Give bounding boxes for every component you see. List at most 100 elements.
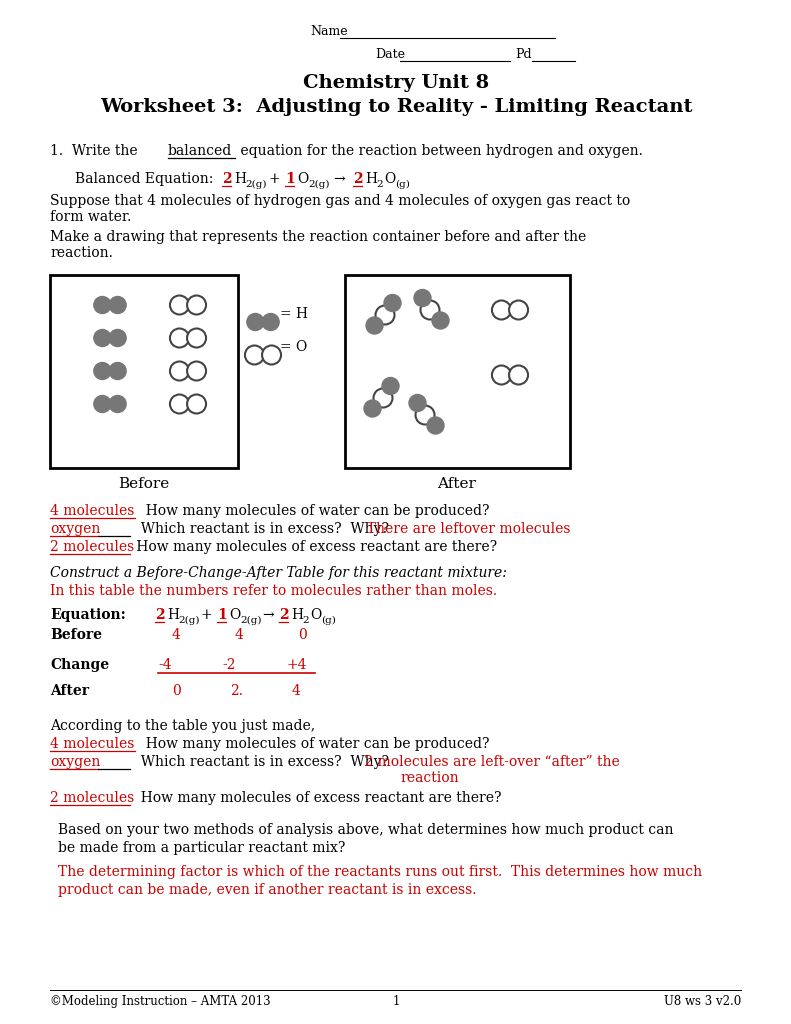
- Text: be made from a particular reactant mix?: be made from a particular reactant mix?: [58, 841, 346, 855]
- Text: How many molecules of water can be produced?: How many molecules of water can be produ…: [137, 504, 490, 518]
- Text: O: O: [229, 608, 240, 622]
- Text: 2: 2: [155, 608, 165, 622]
- Circle shape: [109, 395, 126, 413]
- Text: In this table the numbers refer to molecules rather than moles.: In this table the numbers refer to molec…: [50, 584, 497, 598]
- Circle shape: [432, 312, 449, 329]
- Text: Balanced Equation:: Balanced Equation:: [75, 172, 214, 186]
- Text: equation for the reaction between hydrogen and oxygen.: equation for the reaction between hydrog…: [236, 144, 643, 158]
- Text: How many molecules of excess reactant are there?: How many molecules of excess reactant ar…: [132, 540, 497, 554]
- Text: form water.: form water.: [50, 210, 131, 224]
- Circle shape: [94, 297, 111, 313]
- Circle shape: [187, 296, 206, 314]
- Text: Change: Change: [50, 658, 109, 672]
- Circle shape: [109, 362, 126, 380]
- Text: 2(g): 2(g): [245, 180, 267, 189]
- Text: According to the table you just made,: According to the table you just made,: [50, 719, 315, 733]
- Text: 0: 0: [298, 628, 307, 642]
- Text: There are leftover molecules: There are leftover molecules: [358, 522, 570, 536]
- Circle shape: [245, 345, 264, 365]
- Bar: [50, 275, 238, 468]
- Text: ©Modeling Instruction – AMTA 2013: ©Modeling Instruction – AMTA 2013: [50, 995, 271, 1008]
- Text: H: H: [234, 172, 246, 186]
- Text: 4: 4: [172, 628, 181, 642]
- Text: The determining factor is which of the reactants runs out first.  This determine: The determining factor is which of the r…: [58, 865, 702, 879]
- Text: 2(g): 2(g): [240, 615, 262, 625]
- Circle shape: [262, 345, 281, 365]
- Circle shape: [384, 295, 401, 311]
- Text: balanced: balanced: [168, 144, 233, 158]
- Circle shape: [94, 395, 111, 413]
- Circle shape: [366, 317, 383, 334]
- Circle shape: [509, 366, 528, 384]
- Circle shape: [376, 305, 395, 325]
- Text: 2: 2: [222, 172, 232, 186]
- Text: 1: 1: [392, 995, 399, 1008]
- Text: 2 molecules: 2 molecules: [50, 791, 134, 805]
- Text: 1: 1: [285, 172, 295, 186]
- Circle shape: [187, 394, 206, 414]
- Circle shape: [382, 378, 399, 394]
- Text: 1: 1: [217, 608, 227, 622]
- Circle shape: [414, 290, 431, 306]
- Text: 0: 0: [172, 684, 181, 698]
- Text: Name: Name: [310, 25, 347, 38]
- Text: Chemistry Unit 8: Chemistry Unit 8: [303, 74, 489, 92]
- Text: 4 molecules: 4 molecules: [50, 504, 134, 518]
- Text: 2.: 2.: [230, 684, 243, 698]
- Text: Worksheet 3:  Adjusting to Reality - Limiting Reactant: Worksheet 3: Adjusting to Reality - Limi…: [100, 98, 692, 116]
- Text: 4 molecules: 4 molecules: [50, 737, 134, 751]
- Circle shape: [109, 330, 126, 346]
- Text: 2 molecules are left-over “after” the: 2 molecules are left-over “after” the: [360, 755, 620, 769]
- Text: 2: 2: [353, 172, 362, 186]
- Text: +: +: [268, 172, 280, 186]
- Text: oxygen: oxygen: [50, 522, 100, 536]
- Circle shape: [262, 313, 279, 331]
- Circle shape: [94, 362, 111, 380]
- Circle shape: [109, 297, 126, 313]
- Text: 2 molecules: 2 molecules: [50, 540, 134, 554]
- Circle shape: [170, 296, 189, 314]
- Text: reaction: reaction: [401, 771, 460, 785]
- Circle shape: [492, 366, 511, 384]
- Text: (g): (g): [395, 180, 410, 189]
- Circle shape: [94, 330, 111, 346]
- Text: Make a drawing that represents the reaction container before and after the: Make a drawing that represents the react…: [50, 230, 586, 244]
- Text: H: H: [167, 608, 179, 622]
- Text: = H: = H: [280, 307, 308, 321]
- Text: →: →: [333, 172, 345, 186]
- Text: 2: 2: [302, 616, 308, 625]
- Text: 2(g): 2(g): [178, 615, 199, 625]
- Circle shape: [364, 400, 381, 417]
- Text: Before: Before: [119, 477, 169, 490]
- Circle shape: [409, 394, 426, 412]
- Text: →: →: [262, 608, 274, 622]
- Text: Date: Date: [375, 48, 405, 61]
- Text: 1.  Write the: 1. Write the: [50, 144, 142, 158]
- Text: After: After: [50, 684, 89, 698]
- Text: 2(g): 2(g): [308, 180, 330, 189]
- Text: After: After: [437, 477, 476, 490]
- Text: Construct a Before-Change-After Table for this reactant mixture:: Construct a Before-Change-After Table fo…: [50, 566, 507, 580]
- Text: 4: 4: [292, 684, 301, 698]
- Circle shape: [415, 406, 434, 425]
- Circle shape: [170, 394, 189, 414]
- Circle shape: [187, 361, 206, 381]
- Circle shape: [421, 300, 440, 319]
- Text: Which reactant is in excess?  Why?: Which reactant is in excess? Why?: [132, 755, 389, 769]
- Circle shape: [509, 300, 528, 319]
- Text: How many molecules of excess reactant are there?: How many molecules of excess reactant ar…: [132, 791, 501, 805]
- Text: Before: Before: [50, 628, 102, 642]
- Circle shape: [492, 300, 511, 319]
- Bar: [345, 275, 570, 468]
- Text: Pd: Pd: [515, 48, 532, 61]
- Text: U8 ws 3 v2.0: U8 ws 3 v2.0: [664, 995, 741, 1008]
- Text: product can be made, even if another reactant is in excess.: product can be made, even if another rea…: [58, 883, 476, 897]
- Text: Based on your two methods of analysis above, what determines how much product ca: Based on your two methods of analysis ab…: [58, 823, 673, 837]
- Circle shape: [170, 329, 189, 347]
- Text: -4: -4: [158, 658, 172, 672]
- Text: +4: +4: [286, 658, 306, 672]
- Text: H: H: [291, 608, 303, 622]
- Text: 4: 4: [235, 628, 244, 642]
- Text: 2: 2: [279, 608, 289, 622]
- Text: How many molecules of water can be produced?: How many molecules of water can be produ…: [137, 737, 490, 751]
